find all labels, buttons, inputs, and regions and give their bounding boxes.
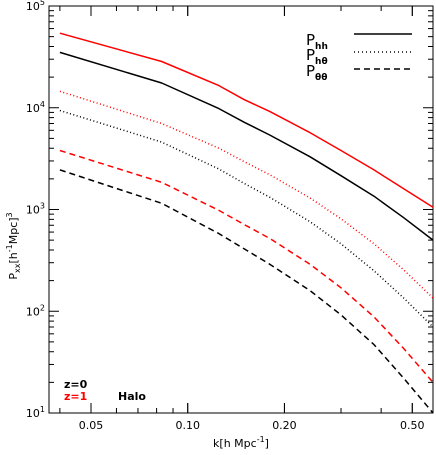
legend-label-thetatheta: Pθθ <box>306 62 327 83</box>
annotation-halo: Halo <box>118 390 146 403</box>
series-line <box>59 169 434 414</box>
y-tick-label: 104 <box>26 100 45 115</box>
annotation-z1: z=1 <box>64 390 87 403</box>
tick-labels: 101 102 103 104 105 0.05 0.10 0.20 0.50 <box>26 0 425 432</box>
series-line <box>59 149 434 383</box>
x-axis-label: k[h Mpc-1] <box>213 435 269 450</box>
x-tick-label: 0.10 <box>175 419 200 432</box>
series-line <box>59 109 434 328</box>
x-tick-label: 0.50 <box>400 419 425 432</box>
axis-ticks <box>49 5 433 414</box>
y-tick-label: 102 <box>26 303 45 318</box>
y-tick-label: 105 <box>26 0 45 13</box>
legend-label-htheta: Phθ <box>306 46 328 67</box>
series-lines <box>59 32 434 414</box>
series-line <box>59 51 434 241</box>
y-tick-label: 103 <box>26 202 45 217</box>
annotation-z0: z=0 <box>64 378 88 391</box>
series-line <box>59 90 434 299</box>
y-axis-label: Pxx[h-1Mpc]3 <box>5 212 22 279</box>
legend: Phh Phθ Pθθ <box>306 31 412 83</box>
x-tick-label: 0.20 <box>272 419 297 432</box>
series-line <box>59 32 434 208</box>
legend-label-hh: Phh <box>306 31 328 52</box>
y-tick-label: 101 <box>26 405 45 420</box>
x-tick-label: 0.05 <box>79 419 104 432</box>
